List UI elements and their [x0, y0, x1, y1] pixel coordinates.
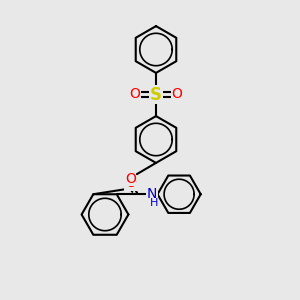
Text: O: O [172, 88, 182, 101]
Text: O: O [125, 176, 136, 190]
Text: O: O [125, 172, 136, 186]
Text: H: H [149, 198, 158, 208]
Text: O: O [130, 88, 140, 101]
Text: S: S [150, 85, 162, 103]
Text: N: N [147, 187, 157, 201]
